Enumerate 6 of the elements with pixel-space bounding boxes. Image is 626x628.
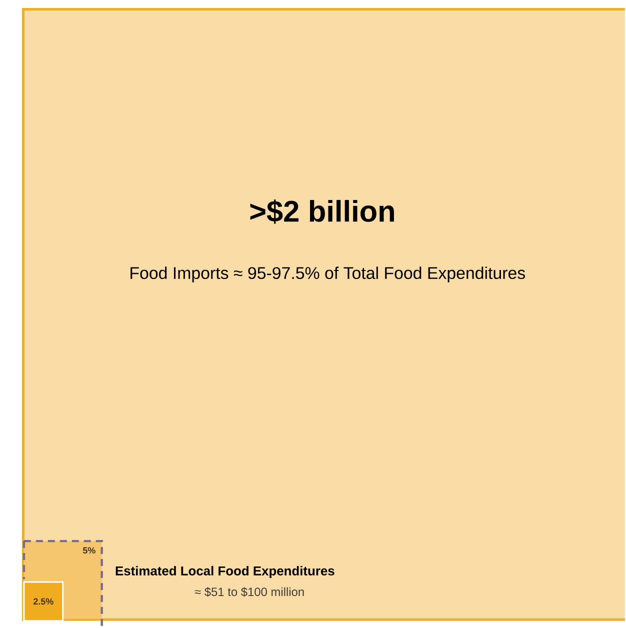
text: Food Imports ≈ 95-97.5% of Total Food Expenditures [130, 266, 525, 282]
text: ≈ $51 to $100 million [194, 587, 304, 597]
data-label: 5% [82, 547, 96, 554]
data-label: 2.5% [33, 598, 54, 605]
text: >$2 billion [250, 199, 394, 224]
text: Estimated Local Food Expenditures [116, 566, 334, 578]
